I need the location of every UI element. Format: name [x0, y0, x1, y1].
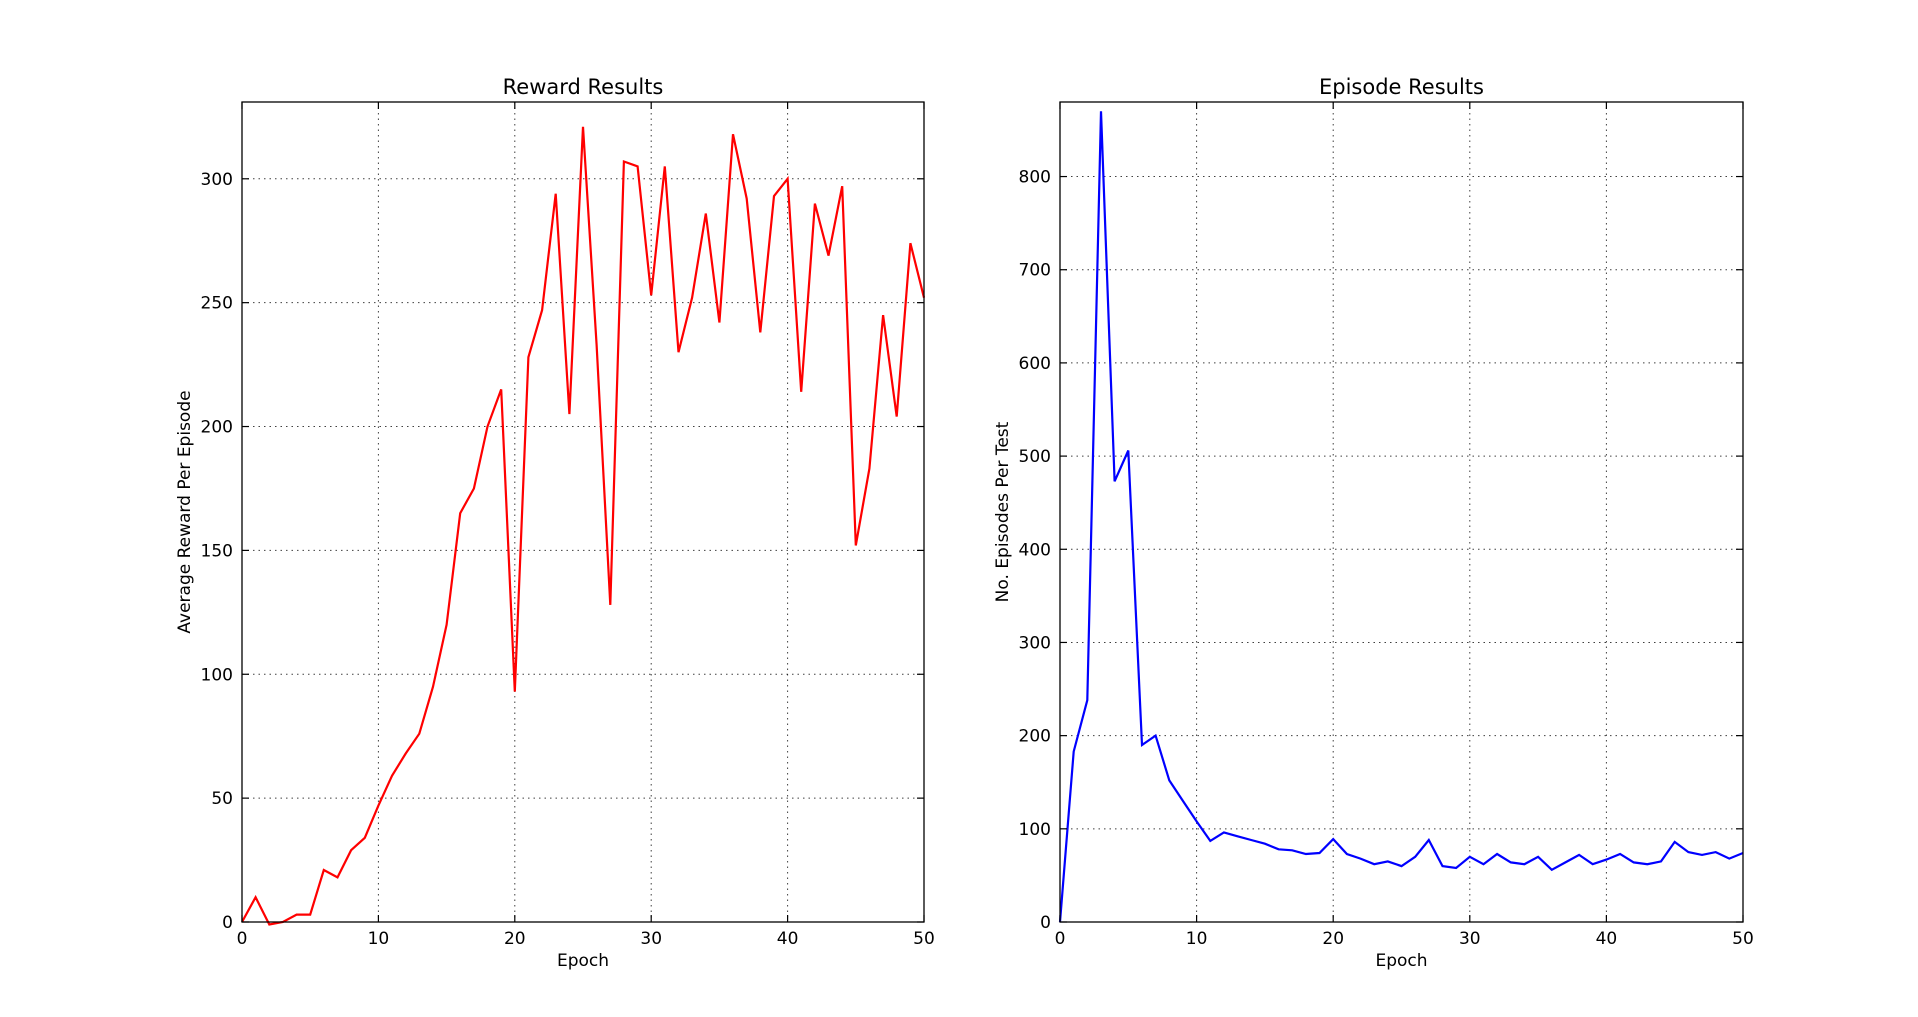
episode-series-line [1058, 111, 1744, 923]
episode-x-tick-label: 40 [1596, 929, 1618, 949]
episode-x-axis-label: Epoch [1375, 951, 1427, 971]
episode-x-tick-label: 50 [1732, 929, 1754, 949]
episode-y-tick-label: 700 [1019, 261, 1051, 281]
episode-y-tick-label: 500 [1019, 447, 1051, 467]
reward-y-tick-label: 100 [201, 665, 233, 685]
episode-y-tick-label: 400 [1019, 540, 1051, 560]
reward-x-tick-label: 0 [237, 929, 248, 949]
episode-y-tick-label: 0 [1040, 913, 1051, 933]
reward-ticks: 0 10 20 30 40 50 0 50 100 150 200 250 300 [201, 102, 935, 949]
episode-x-tick-label: 30 [1459, 929, 1481, 949]
episode-y-tick-label: 200 [1019, 727, 1051, 747]
episode-y-tick-label: 800 [1019, 168, 1051, 188]
episode-plot-frame [1059, 101, 1744, 923]
reward-chart-title: Reward Results [503, 75, 664, 99]
episode-y-axis-label: No. Episodes Per Test [993, 421, 1013, 602]
episode-x-tick-label: 20 [1322, 929, 1344, 949]
reward-plot-frame [241, 101, 925, 923]
reward-x-tick-label: 10 [368, 929, 390, 949]
reward-x-tick-label: 30 [640, 929, 662, 949]
episode-chart-title: Episode Results [1319, 75, 1484, 99]
reward-y-tick-label: 0 [222, 913, 233, 933]
reward-y-tick-label: 200 [201, 418, 233, 438]
reward-y-tick-label: 300 [201, 170, 233, 190]
reward-results-chart: 0 10 20 30 40 50 0 50 100 150 200 250 300 Reward Res… [175, 75, 935, 971]
reward-y-axis-label: Average Reward Per Episode [175, 390, 195, 633]
reward-x-tick-label: 50 [913, 929, 935, 949]
reward-x-tick-label: 20 [504, 929, 526, 949]
reward-y-tick-label: 150 [201, 541, 233, 561]
reward-y-tick-label: 250 [201, 294, 233, 314]
episode-x-tick-label: 0 [1055, 929, 1066, 949]
reward-y-tick-label: 50 [211, 789, 233, 809]
reward-x-tick-label: 40 [777, 929, 799, 949]
episode-y-tick-label: 600 [1019, 354, 1051, 374]
reward-series-line [241, 126, 926, 926]
episode-x-tick-label: 10 [1186, 929, 1208, 949]
episode-y-tick-label: 300 [1019, 633, 1051, 653]
episode-y-tick-label: 100 [1019, 820, 1051, 840]
reward-x-axis-label: Epoch [557, 951, 609, 971]
